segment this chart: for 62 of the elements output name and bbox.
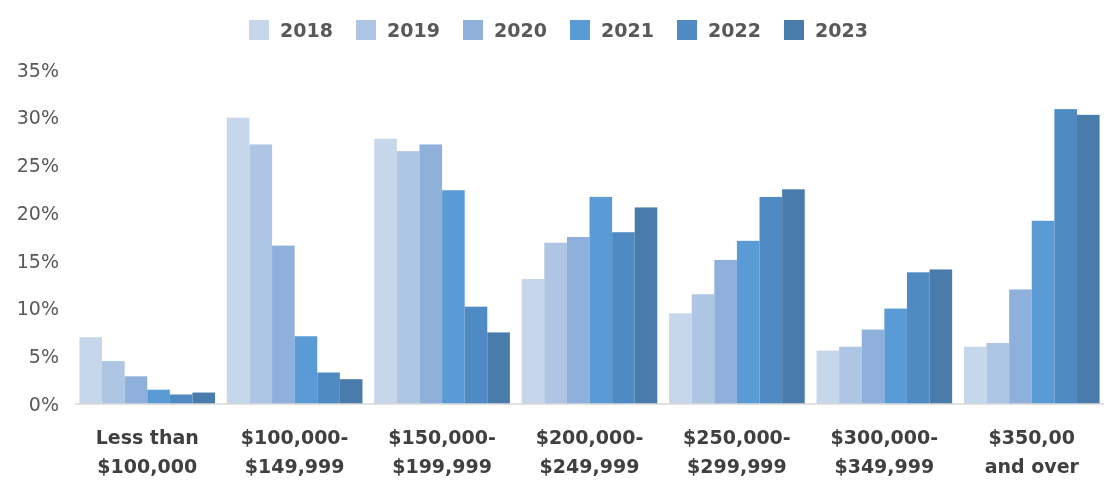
bar [442,190,465,404]
legend-label: 2020 [494,18,547,41]
bar [986,342,1010,404]
bar [544,242,567,404]
y-tick-label: 10% [16,297,59,320]
bar [1009,289,1032,404]
bar [1076,114,1100,404]
x-tick-label: $250,000-$299,999 [683,426,791,477]
bar [272,245,295,404]
x-tick-label: $350,00 and over [984,426,1080,477]
y-tick-label: 25% [16,154,59,177]
bar [816,350,840,404]
legend-label: 2018 [280,18,333,41]
bar [419,144,443,404]
bar [374,138,397,404]
bar [79,337,103,404]
bar [1054,109,1077,404]
bar [464,306,488,404]
bar [634,207,658,404]
bar [759,196,783,404]
bar [612,232,635,404]
y-tick-label: 0% [28,392,59,415]
y-tick-label: 30% [16,106,59,129]
bar [884,308,907,404]
bar [226,117,250,404]
x-tick-label: $150,000-$199,999 [388,426,496,477]
bar [102,361,125,404]
bar [861,329,885,404]
bar [782,189,805,404]
bar [589,196,613,404]
legend-label: 2022 [708,18,761,41]
bar [714,259,737,404]
bar [124,376,148,404]
bar [249,144,273,404]
x-tick-label: Less than $100,000 [95,426,199,477]
bar [691,294,715,404]
x-tick-label: $100,000-$149,999 [240,426,349,477]
x-tick-label: $200,000-$249,999 [535,426,644,477]
legend-label: 2023 [815,18,868,41]
bar [736,240,760,404]
bar [294,336,318,404]
bar [147,389,170,404]
y-tick-label: 5% [28,344,59,367]
bar [339,379,363,404]
bar [839,346,862,404]
bar [929,269,953,404]
bar [566,237,590,404]
bar [906,272,930,404]
legend-label: 2021 [601,18,654,41]
bar [487,332,510,404]
bar [317,372,340,404]
bar [963,346,987,404]
bar [396,151,420,404]
legend-label: 2019 [387,18,440,41]
x-tick-label: $300,000-$349,999 [830,426,939,477]
bar [669,313,692,404]
bar [169,394,193,404]
bar [1031,220,1055,404]
y-tick-label: 20% [16,201,59,224]
bar [521,278,545,404]
y-tick-label: 35% [16,58,59,81]
y-tick-label: 15% [16,249,59,272]
